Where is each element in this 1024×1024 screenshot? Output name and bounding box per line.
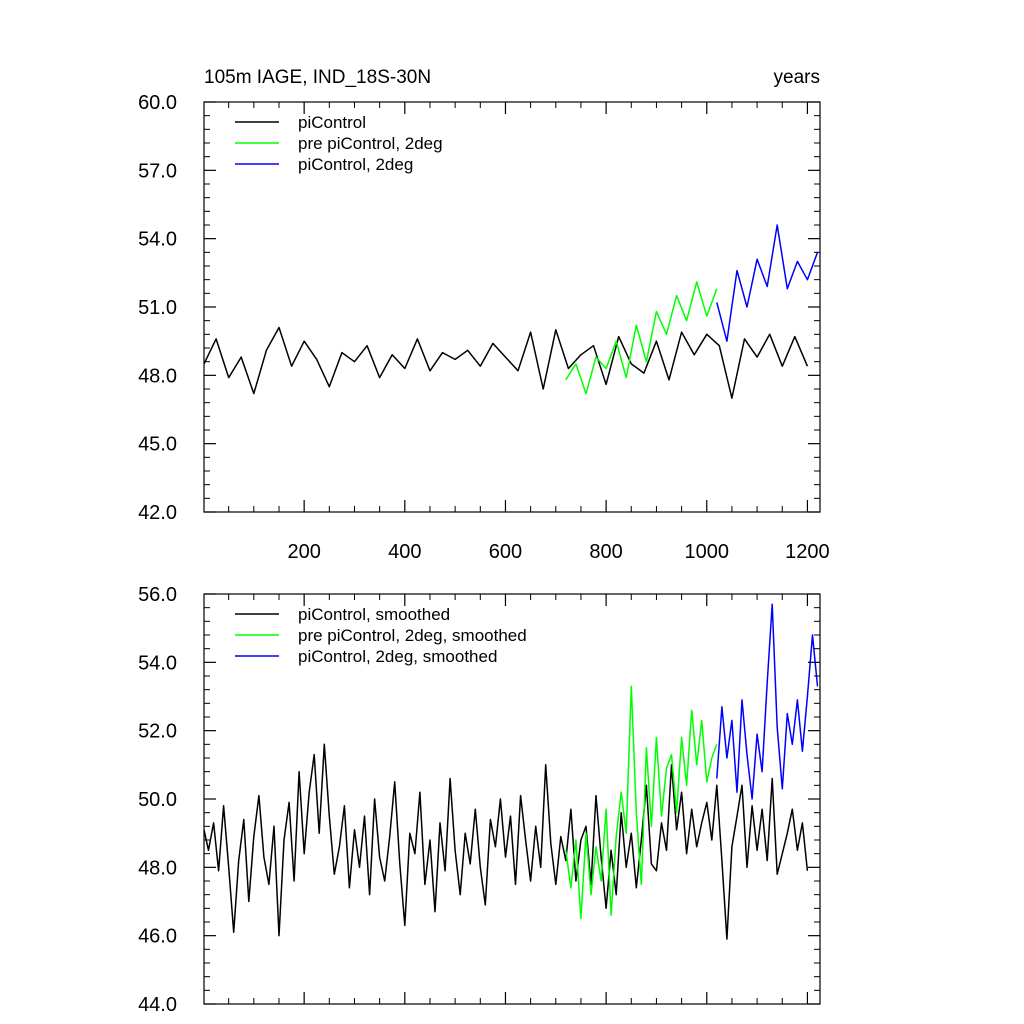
top-panel: 105m IAGE, IND_18S-30N years 42.0 45.0 48.… (138, 67, 830, 563)
y-tick-label-1-3: 50.0 (138, 789, 177, 811)
units-label: years (774, 67, 820, 88)
x-tick-label-0-0: 200 (287, 541, 320, 563)
bottom-series-group (203, 603, 819, 940)
top-legend: piControl pre piControl, 2deg piControl, 2… (235, 113, 443, 174)
top-plot-frame (203, 101, 821, 513)
bottom-legend: piControl, smoothed pre piControl, 2deg, … (235, 605, 527, 666)
legend-label-0-2: piControl, 2deg (298, 155, 413, 174)
series-line-1-2 (716, 603, 819, 800)
y-tick-label-1-0: 44.0 (138, 994, 177, 1016)
legend-label-1-2: piControl, 2deg, smoothed (298, 647, 497, 666)
legend-label-1-1: pre piControl, 2deg, smoothed (298, 626, 527, 645)
y-tick-label-0-3: 51.0 (138, 297, 177, 319)
y-tick-label-1-2: 48.0 (138, 857, 177, 879)
bottom-plot-frame (203, 593, 821, 1005)
y-tick-label-1-5: 54.0 (138, 652, 177, 674)
legend-label-1-0: piControl, smoothed (298, 605, 450, 624)
y-tick-label-1-1: 46.0 (138, 926, 177, 948)
series-line-0-2 (716, 224, 819, 342)
y-tick-label-0-5: 57.0 (138, 160, 177, 182)
plot-title: 105m IAGE, IND_18S-30N (204, 67, 431, 88)
y-tick-label-0-4: 54.0 (138, 229, 177, 251)
legend-label-0-0: piControl (298, 113, 366, 132)
legend-label-0-1: pre piControl, 2deg (298, 134, 443, 153)
top-axes: 42.0 45.0 48.0 51.0 54.0 57.0 60.0 200 400 600 800… (138, 92, 830, 563)
top-series-group (203, 224, 819, 399)
bottom-axes: 44.0 46.0 48.0 50.0 52.0 54.0 56.0 (138, 584, 820, 1016)
series-line-1-1 (565, 685, 718, 920)
series-line-0-1 (565, 281, 718, 395)
x-tick-label-0-4: 1000 (685, 541, 730, 563)
y-tick-label-0-1: 45.0 (138, 434, 177, 456)
x-tick-label-0-2: 600 (489, 541, 522, 563)
x-tick-label-0-3: 800 (589, 541, 622, 563)
bottom-panel: 44.0 46.0 48.0 50.0 52.0 54.0 56.0 piControl, … (138, 584, 821, 1016)
y-tick-label-0-6: 60.0 (138, 92, 177, 114)
y-tick-label-0-0: 42.0 (138, 502, 177, 524)
x-tick-label-0-5: 1200 (785, 541, 830, 563)
series-line-1-0 (203, 743, 809, 940)
y-tick-label-1-6: 56.0 (138, 584, 177, 606)
x-tick-label-0-1: 400 (388, 541, 421, 563)
series-line-0-0 (203, 326, 809, 399)
y-tick-label-0-2: 48.0 (138, 365, 177, 387)
y-tick-label-1-4: 52.0 (138, 721, 177, 743)
